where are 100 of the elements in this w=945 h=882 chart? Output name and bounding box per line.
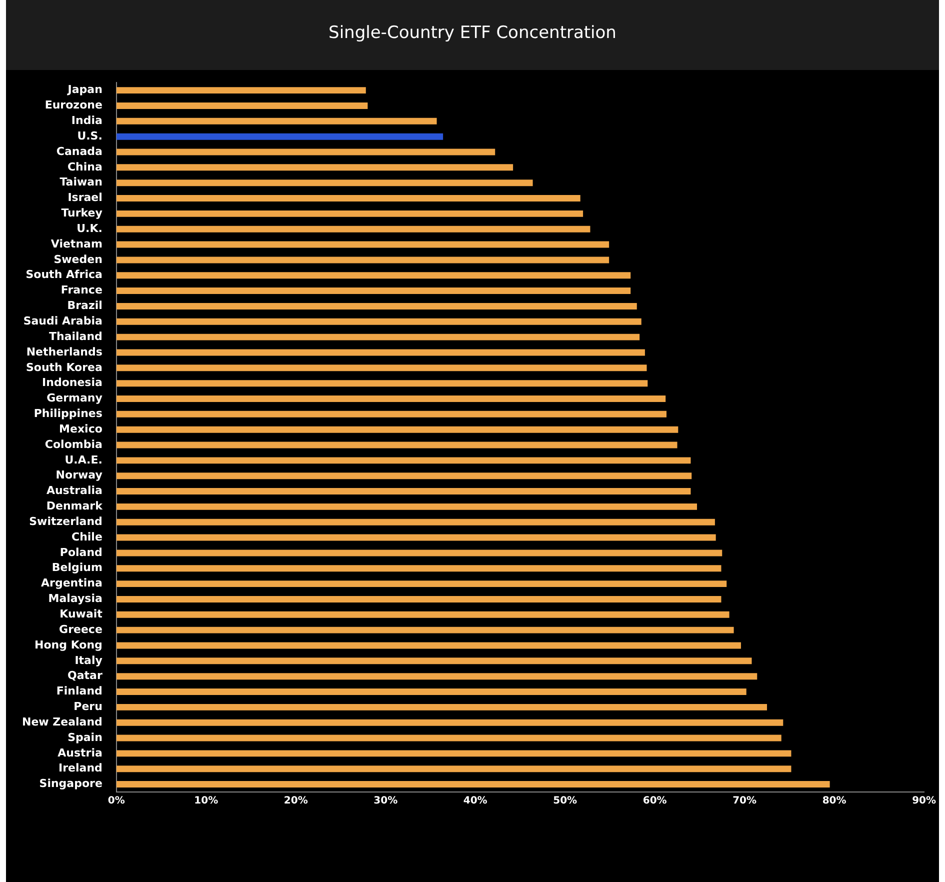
bar xyxy=(116,256,610,264)
bar xyxy=(116,626,734,634)
y-tick-label: Ireland xyxy=(58,762,102,775)
bar xyxy=(116,488,691,495)
y-tick-label: U.S. xyxy=(77,129,102,142)
y-tick-label: U.K. xyxy=(76,222,102,235)
y-tick-label: Mexico xyxy=(59,422,103,436)
bar xyxy=(116,704,767,710)
y-tick-label: Germany xyxy=(46,392,102,405)
y-tick-label: Eurozone xyxy=(44,98,102,112)
bar xyxy=(116,472,692,480)
bar xyxy=(116,318,642,325)
bar xyxy=(116,349,645,356)
y-tick-label: Netherlands xyxy=(26,345,103,358)
bar xyxy=(116,241,610,248)
bar xyxy=(116,288,631,294)
bar xyxy=(116,195,580,202)
bar xyxy=(116,580,727,588)
x-tick-label: 40% xyxy=(463,796,488,807)
bar xyxy=(116,596,722,602)
y-tick-label: Italy xyxy=(74,654,102,667)
bar xyxy=(116,518,715,526)
x-tick-label: 0% xyxy=(108,796,125,807)
bar xyxy=(116,102,368,109)
bar xyxy=(116,148,496,156)
y-tick-label: Taiwan xyxy=(60,176,102,189)
bar xyxy=(116,766,792,772)
bar xyxy=(116,272,631,279)
y-tick-label: Israel xyxy=(68,191,102,204)
bar xyxy=(116,565,722,572)
bar xyxy=(116,133,444,140)
bar xyxy=(116,611,730,618)
bar xyxy=(116,688,746,695)
bar xyxy=(116,550,722,556)
bar xyxy=(116,658,752,664)
y-tick-label: Singapore xyxy=(39,777,102,790)
y-tick-label: Poland xyxy=(60,546,102,559)
y-tick-label: Norway xyxy=(56,468,102,482)
bar xyxy=(116,334,640,340)
y-tick-label: Austria xyxy=(58,746,102,760)
y-tick-label: Argentina xyxy=(41,576,102,590)
y-tick-label: Switzerland xyxy=(29,514,102,528)
y-tick-label: South Africa xyxy=(26,268,102,282)
x-tick-label: 20% xyxy=(284,796,308,807)
bar xyxy=(116,210,584,217)
bar xyxy=(116,364,647,372)
x-tick-label: 30% xyxy=(374,796,398,807)
y-tick-label: India xyxy=(71,114,102,128)
bar xyxy=(116,87,366,94)
y-tick-label: Saudi Arabia xyxy=(23,314,102,328)
y-tick-label: Indonesia xyxy=(42,376,102,390)
y-tick-label: Philippines xyxy=(34,407,103,420)
bar xyxy=(116,426,678,433)
bar xyxy=(116,396,666,402)
y-tick-label: Greece xyxy=(59,622,102,636)
y-tick-label: South Korea xyxy=(26,360,102,374)
bar xyxy=(116,118,437,124)
y-tick-label: Japan xyxy=(66,83,102,96)
bar xyxy=(116,380,648,387)
y-tick-label: U.A.E. xyxy=(64,453,102,466)
bar xyxy=(116,164,514,171)
bar xyxy=(116,442,678,448)
x-tick-label: 60% xyxy=(642,796,667,807)
y-tick-label: New Zealand xyxy=(22,715,102,728)
y-tick-label: Peru xyxy=(74,700,102,714)
y-tick-label: Vietnam xyxy=(50,237,102,250)
x-tick-label: 50% xyxy=(553,796,578,807)
bar xyxy=(116,750,792,757)
bar xyxy=(116,534,716,541)
y-tick-label: France xyxy=(60,284,102,297)
bar xyxy=(116,457,691,464)
y-tick-label: China xyxy=(67,160,102,174)
bar xyxy=(116,302,637,310)
bar xyxy=(116,719,784,726)
y-tick-label: Spain xyxy=(68,730,102,744)
x-tick-label: 90% xyxy=(912,796,936,807)
y-tick-label: Denmark xyxy=(46,500,104,513)
y-tick-label: Thailand xyxy=(48,330,102,343)
x-tick-label: 70% xyxy=(732,796,757,807)
y-tick-label: Colombia xyxy=(44,438,102,451)
chart-title: Single-Country ETF Concentration xyxy=(6,0,939,70)
y-tick-label: Chile xyxy=(72,530,102,544)
bar xyxy=(116,180,533,186)
y-tick-label: Kuwait xyxy=(60,608,102,621)
bar xyxy=(116,781,830,788)
bar xyxy=(116,410,666,418)
y-tick-label: Australia xyxy=(46,484,102,498)
y-tick-label: Qatar xyxy=(68,669,103,682)
y-tick-label: Brazil xyxy=(67,299,102,312)
bar xyxy=(116,226,590,232)
bar xyxy=(116,503,698,510)
y-tick-label: Sweden xyxy=(54,252,102,266)
bar xyxy=(116,673,758,680)
x-tick-label: 80% xyxy=(822,796,846,807)
y-tick-label: Hong Kong xyxy=(34,638,102,652)
bar xyxy=(116,734,782,742)
y-tick-label: Turkey xyxy=(61,206,102,220)
y-tick-label: Finland xyxy=(56,684,102,698)
x-tick-label: 10% xyxy=(194,796,218,807)
bar xyxy=(116,642,741,649)
